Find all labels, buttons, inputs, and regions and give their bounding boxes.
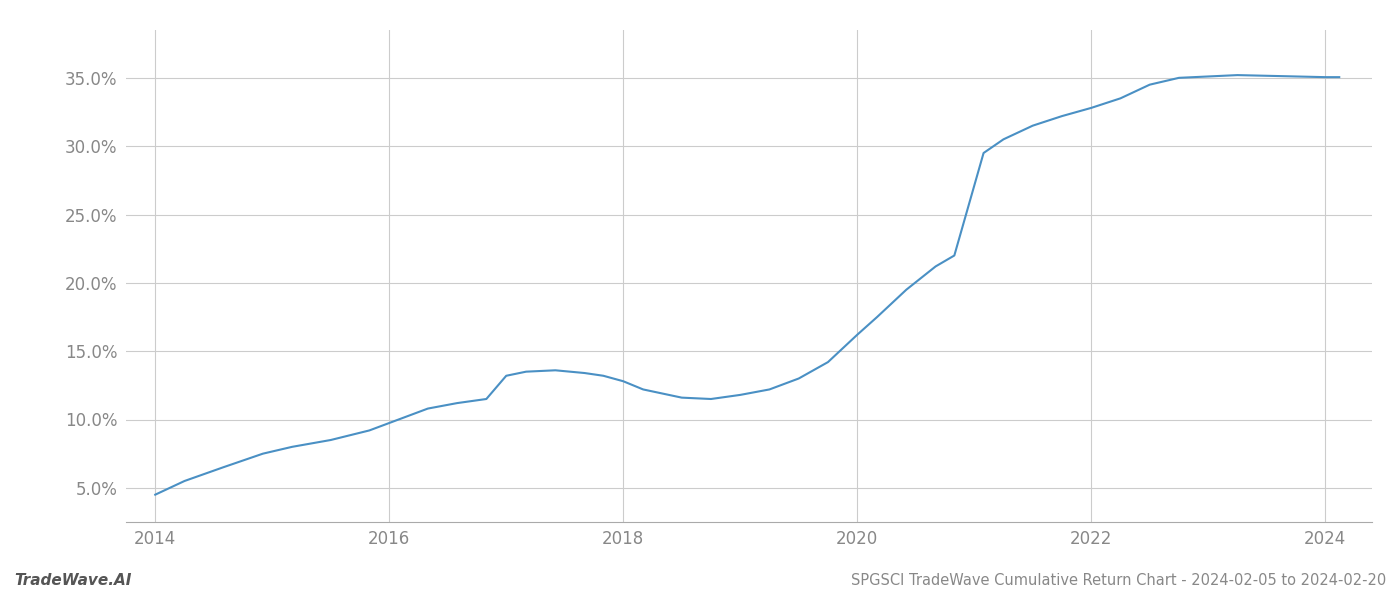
Text: TradeWave.AI: TradeWave.AI xyxy=(14,573,132,588)
Text: SPGSCI TradeWave Cumulative Return Chart - 2024-02-05 to 2024-02-20: SPGSCI TradeWave Cumulative Return Chart… xyxy=(851,573,1386,588)
